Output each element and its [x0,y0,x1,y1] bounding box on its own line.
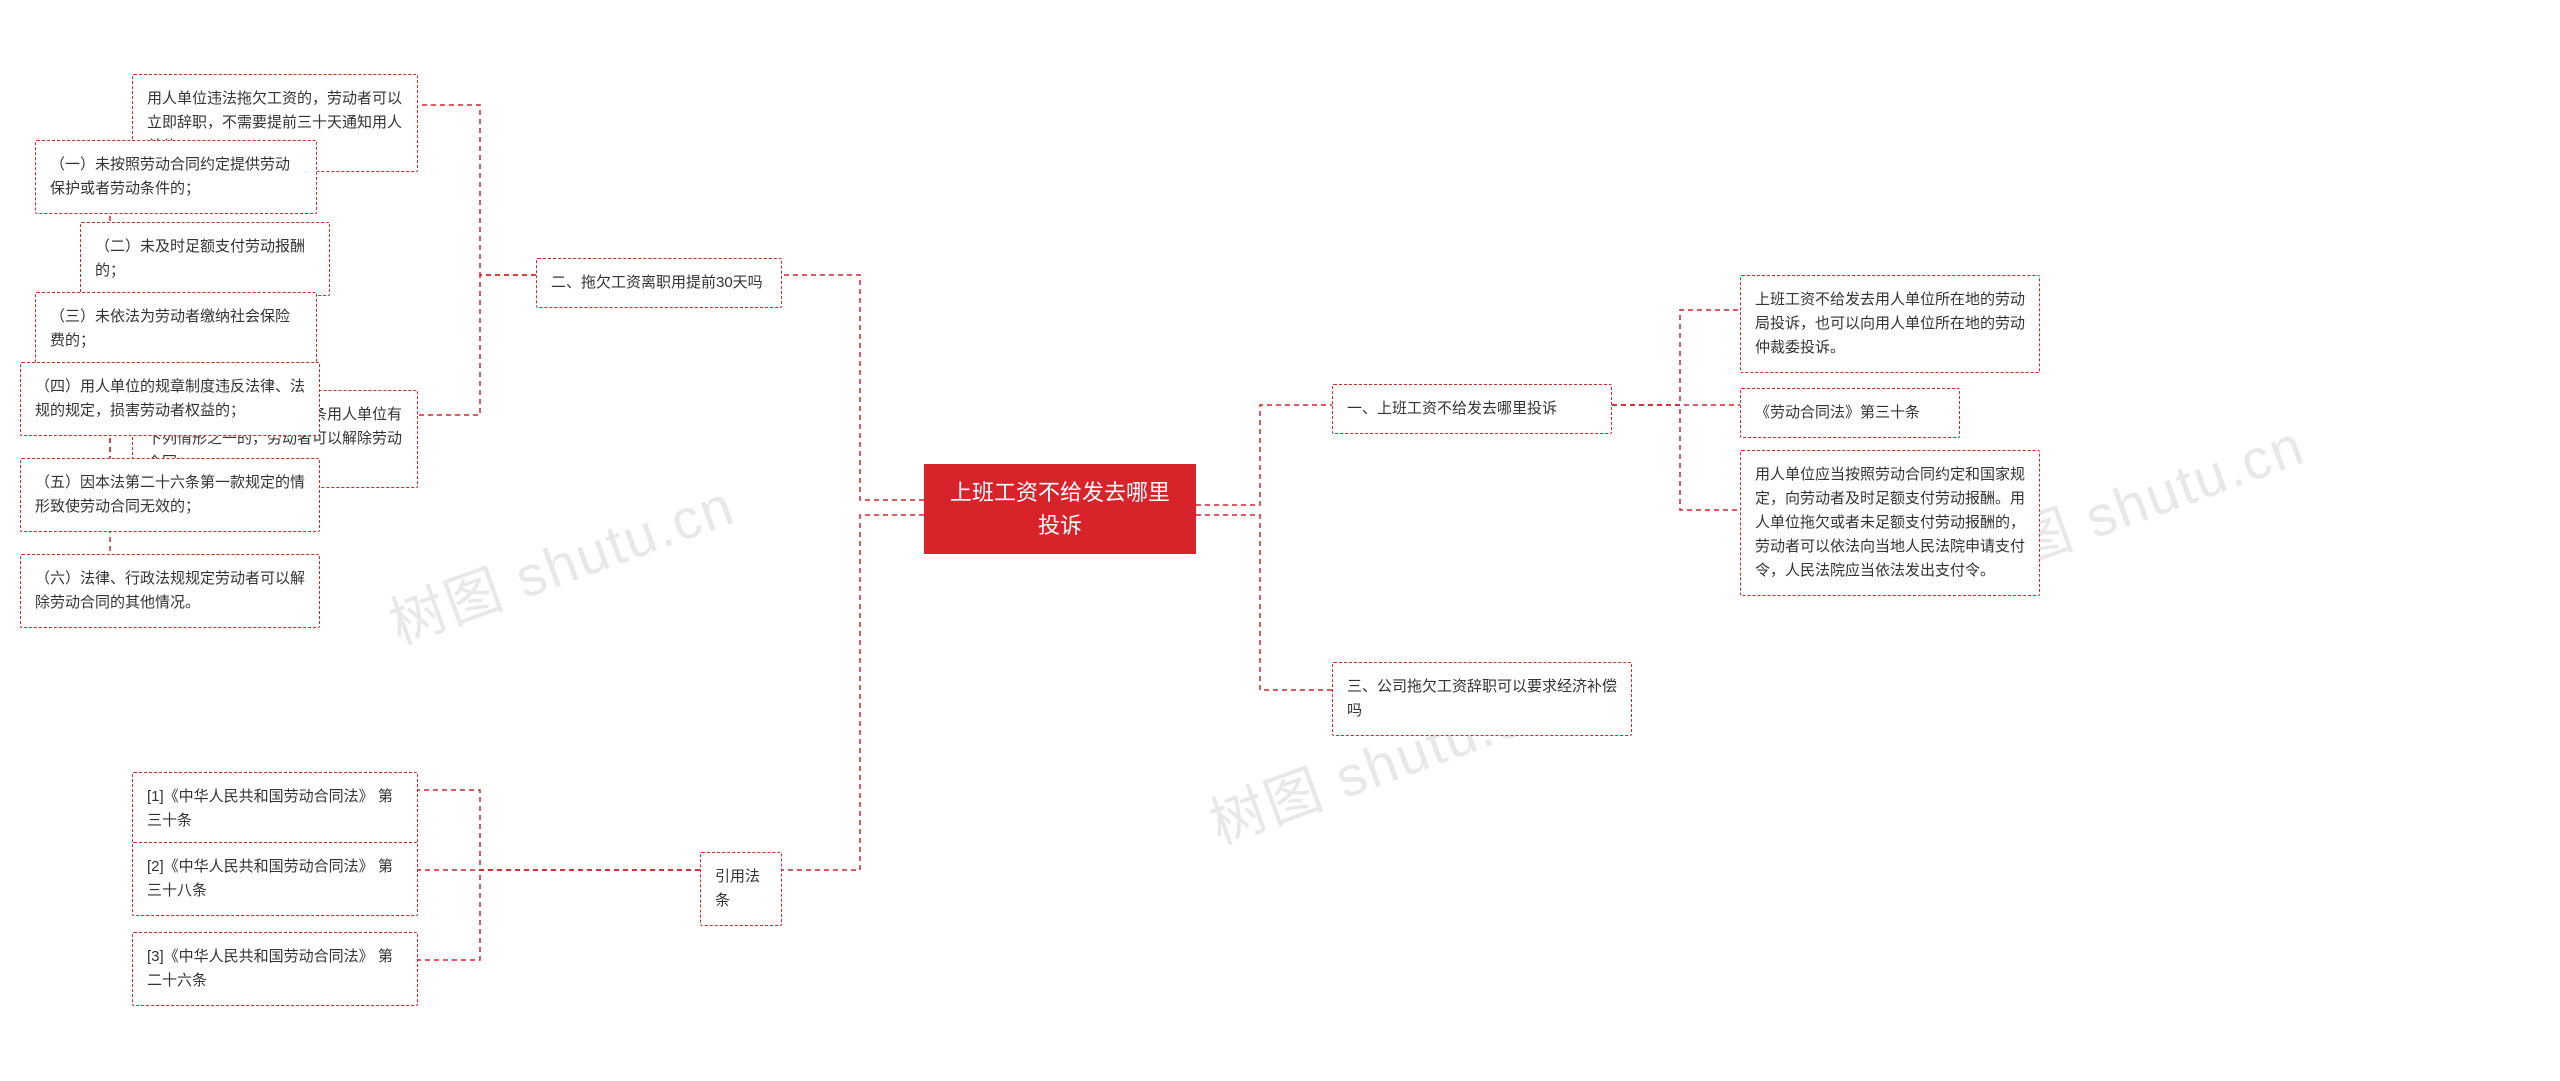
citation-item: [2]《中华人民共和国劳动合同法》 第三十八条 [132,842,418,916]
watermark: 树图 shutu.cn [377,461,744,661]
section2-subitem: （四）用人单位的规章制度违反法律、法规的规定，损害劳动者权益的； [20,362,320,436]
section2-subitem: （二）未及时足额支付劳动报酬的； [80,222,330,296]
section1-item: 用人单位应当按照劳动合同约定和国家规定，向劳动者及时足额支付劳动报酬。用人单位拖… [1740,450,2040,596]
section2-subitem: （三）未依法为劳动者缴纳社会保险费的； [35,292,317,366]
citation-item: [3]《中华人民共和国劳动合同法》 第二十六条 [132,932,418,1006]
citation-item: [1]《中华人民共和国劳动合同法》 第三十条 [132,772,418,846]
branch-citations: 引用法条 [700,852,782,926]
section2-subitem: （一）未按照劳动合同约定提供劳动保护或者劳动条件的； [35,140,317,214]
branch-section1: 一、上班工资不给发去哪里投诉 [1332,384,1612,434]
branch-section2: 二、拖欠工资离职用提前30天吗 [536,258,782,308]
branch-section3: 三、公司拖欠工资辞职可以要求经济补偿吗 [1332,662,1632,736]
section1-item: 《劳动合同法》第三十条 [1740,388,1960,438]
center-topic: 上班工资不给发去哪里投诉 [924,464,1196,554]
section2-subitem: （六）法律、行政法规规定劳动者可以解除劳动合同的其他情况。 [20,554,320,628]
section1-item: 上班工资不给发去用人单位所在地的劳动局投诉，也可以向用人单位所在地的劳动仲裁委投… [1740,275,2040,373]
section2-subitem: （五）因本法第二十六条第一款规定的情形致使劳动合同无效的； [20,458,320,532]
